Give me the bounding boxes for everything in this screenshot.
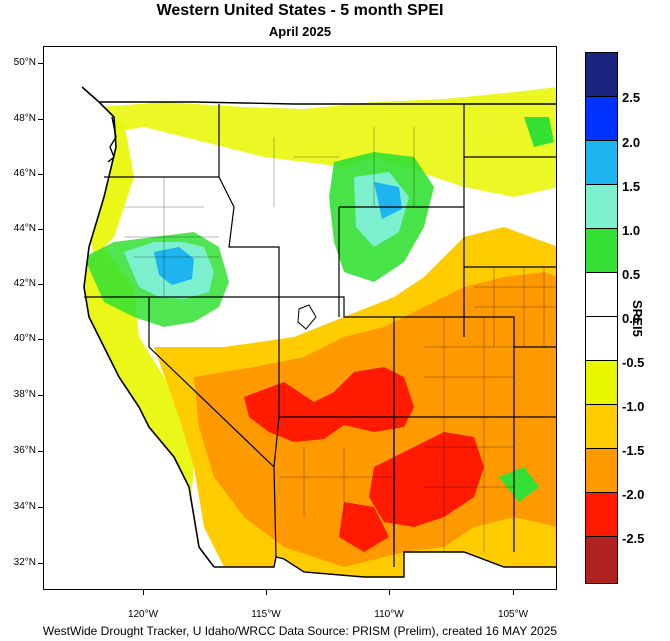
- spei-map: [43, 46, 557, 590]
- legend-swatch: [586, 185, 617, 229]
- lat-label-32: 32°N: [13, 557, 36, 568]
- canada-area: [44, 47, 556, 104]
- lon-label-115: 115°W: [251, 609, 281, 620]
- lon-label-110: 110°W: [374, 609, 404, 620]
- region-extreme-drought-new-mexico: [369, 432, 484, 527]
- legend-swatch: [586, 493, 617, 537]
- border-idaho: [218, 104, 280, 297]
- pacific-ocean: [44, 47, 214, 589]
- legend-label-1.0: 1.0: [622, 223, 641, 238]
- lat-label-34: 34°N: [13, 501, 36, 512]
- lat-label-46: 46°N: [13, 168, 36, 179]
- great-salt-lake: [297, 304, 317, 330]
- lat-label-48: 48°N: [13, 113, 36, 124]
- lat-label-44: 44°N: [13, 223, 36, 234]
- legend-swatch: [586, 317, 617, 361]
- legend-title: SPEI5: [630, 300, 645, 337]
- legend-label-2.0: 2.0: [622, 135, 641, 150]
- lon-tick: [143, 590, 144, 595]
- lat-tick: [38, 63, 43, 64]
- lat-label-40: 40°N: [13, 333, 36, 344]
- mexico-area: [214, 552, 556, 589]
- lat-tick: [38, 563, 43, 564]
- legend-label-neg-0.5: -0.5: [622, 355, 645, 370]
- region-extreme-drought-utah: [244, 367, 414, 442]
- legend-swatch: [586, 537, 617, 583]
- county-lines-mt: [273, 127, 415, 207]
- lat-tick: [38, 229, 43, 230]
- county-borders: [124, 127, 556, 552]
- map-title: Western United States - 5 month SPEI: [156, 2, 444, 19]
- legend-swatch: [586, 97, 617, 141]
- legend-swatch: [586, 141, 617, 185]
- county-lines-co: [424, 317, 514, 417]
- puget-sound: [107, 116, 117, 163]
- legend-swatch: [586, 53, 617, 97]
- region-extremely-wet-wyoming: [374, 182, 402, 219]
- legend-label-neg-2.5: -2.5: [622, 531, 645, 546]
- lat-label-42: 42°N: [13, 278, 36, 289]
- region-dry-north: [99, 87, 556, 197]
- footer-credit: WestWide Drought Tracker, U Idaho/WRCC D…: [42, 624, 558, 638]
- border-colorado: [394, 316, 515, 418]
- region-wet-north-dakota: [524, 117, 554, 147]
- legend-label-0.5: 0.5: [622, 267, 641, 282]
- lon-tick: [266, 590, 267, 595]
- county-lines-nm: [424, 417, 514, 552]
- mexico-border: [214, 551, 556, 578]
- legend-label-neg-1.0: -1.0: [622, 399, 645, 414]
- region-wet-texas: [499, 467, 539, 502]
- lon-tick: [513, 590, 514, 595]
- lat-label-36: 36°N: [13, 445, 36, 456]
- lat-label-50: 50°N: [13, 57, 36, 68]
- region-extreme-drought-arizona: [339, 502, 389, 552]
- legend-label-0.0: 0.0: [622, 311, 641, 326]
- legend-label-neg-1.5: -1.5: [622, 443, 645, 458]
- county-lines-ne: [474, 267, 556, 347]
- legend-label-neg-2.0: -2.0: [622, 487, 645, 502]
- lat-tick: [38, 284, 43, 285]
- lat-label-38: 38°N: [13, 389, 36, 400]
- lon-label-120: 120°W: [127, 609, 159, 620]
- lat-tick: [38, 119, 43, 120]
- legend-swatch: [586, 405, 617, 449]
- lon-label-105: 105°W: [497, 609, 529, 620]
- spei-map-svg: [44, 47, 556, 589]
- lon-tick: [389, 590, 390, 595]
- legend-label-1.5: 1.5: [622, 179, 641, 194]
- color-legend: [585, 52, 618, 584]
- county-lines-az: [279, 447, 394, 517]
- lat-tick: [38, 395, 43, 396]
- canada-border: [99, 101, 556, 105]
- legend-label-2.5: 2.5: [622, 90, 641, 105]
- legend-swatch: [586, 273, 617, 317]
- county-lines-or: [124, 177, 219, 297]
- legend-swatch: [586, 229, 617, 273]
- map-subtitle: April 2025: [268, 24, 332, 39]
- border-ca-nv: [148, 297, 277, 558]
- legend-swatch: [586, 361, 617, 405]
- lat-tick: [38, 451, 43, 452]
- legend-swatch: [586, 449, 617, 493]
- lat-tick: [38, 174, 43, 175]
- border-utah: [279, 296, 395, 567]
- lat-tick: [38, 339, 43, 340]
- state-borders: [84, 104, 556, 567]
- lat-tick: [38, 507, 43, 508]
